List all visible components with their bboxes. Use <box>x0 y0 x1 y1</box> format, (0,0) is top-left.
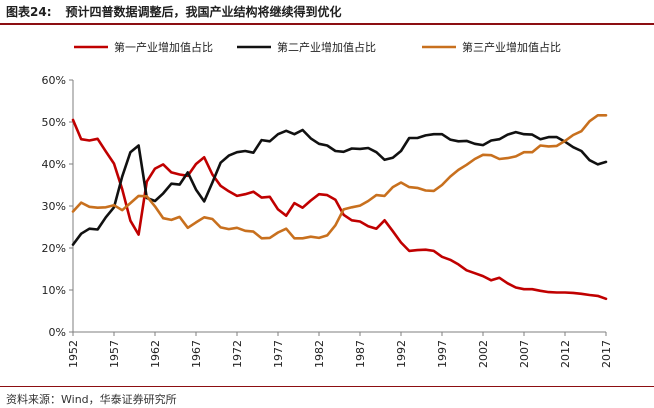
x-tick-label: 1957 <box>108 340 121 368</box>
series-layer <box>71 114 608 301</box>
figure-title-row: 图表24: 预计四普数据调整后，我国产业结构将继续得到优化 <box>6 3 342 20</box>
title-divider <box>0 23 654 25</box>
x-axis: 1952 1957 1962 1967 1972 1977 1982 1987 1992 1997… <box>67 331 613 368</box>
line-chart: 第一产业增加值占比 第二产业增加值占比 第三产业增加值占比 0% 10% 20% 30% 4… <box>42 40 613 368</box>
x-tick-label: 2002 <box>477 340 490 368</box>
x-tick-label: 1977 <box>272 340 285 368</box>
x-tick-label: 1992 <box>395 340 408 368</box>
y-tick-label: 60% <box>42 74 66 87</box>
y-tick-label: 40% <box>42 158 66 171</box>
series-line-1 <box>71 118 608 301</box>
y-tick-label: 30% <box>42 200 66 213</box>
x-tick-label: 1997 <box>436 340 449 368</box>
legend-item-1: 第一产业增加值占比 <box>74 40 213 54</box>
source-divider <box>0 386 654 387</box>
legend-item-2: 第二产业增加值占比 <box>237 40 376 54</box>
x-tick-label: 1952 <box>67 340 80 368</box>
y-tick-label: 50% <box>42 116 66 129</box>
x-tick-label: 1987 <box>354 340 367 368</box>
x-tick-label: 1962 <box>149 340 162 368</box>
x-tick-label: 1972 <box>231 340 244 368</box>
x-tick-label: 1967 <box>190 340 203 368</box>
x-tick-label: 2017 <box>600 340 613 368</box>
x-tick-label: 2007 <box>518 340 531 368</box>
figure-label: 图表24: <box>6 5 52 19</box>
y-tick-label: 20% <box>42 242 66 255</box>
y-tick-label: 0% <box>49 326 66 339</box>
legend-item-3: 第三产业增加值占比 <box>422 40 561 54</box>
legend-label: 第一产业增加值占比 <box>114 40 213 54</box>
legend-label: 第三产业增加值占比 <box>462 40 561 54</box>
legend-label: 第二产业增加值占比 <box>277 40 376 54</box>
x-tick-label: 1982 <box>313 340 326 368</box>
y-tick-label: 10% <box>42 284 66 297</box>
series-line-2 <box>71 128 608 246</box>
y-axis: 0% 10% 20% 30% 40% 50% 60% <box>42 74 74 339</box>
legend: 第一产业增加值占比 第二产业增加值占比 第三产业增加值占比 <box>74 40 561 54</box>
figure-title: 预计四普数据调整后，我国产业结构将继续得到优化 <box>65 5 342 19</box>
series-line-3 <box>71 114 608 240</box>
source-note: 资料来源：Wind，华泰证券研究所 <box>6 393 177 406</box>
x-tick-label: 2012 <box>559 340 572 368</box>
